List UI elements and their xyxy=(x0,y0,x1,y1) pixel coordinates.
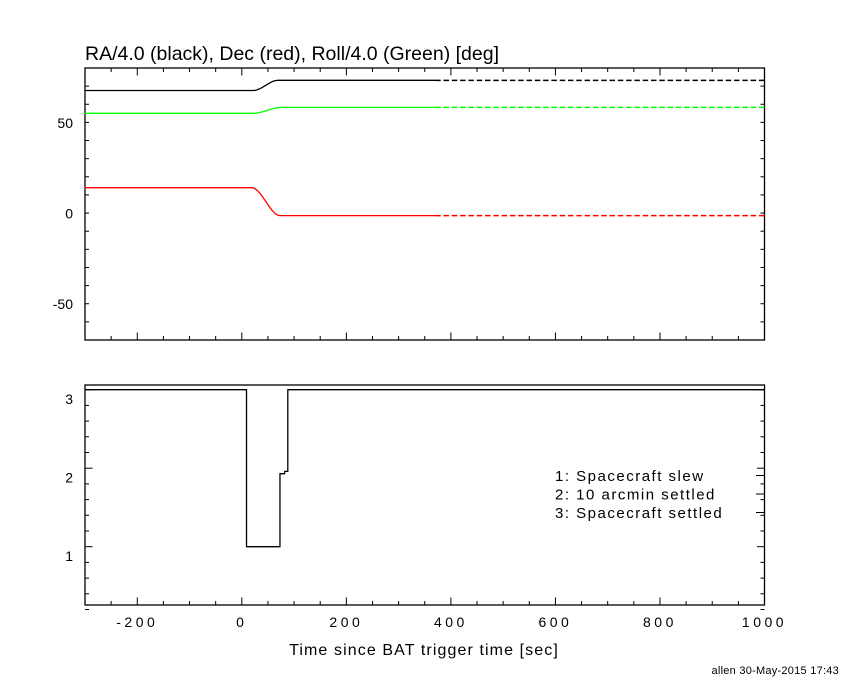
svg-text:3: Spacecraft settled: 3: Spacecraft settled xyxy=(555,505,723,522)
svg-text:1000: 1000 xyxy=(742,614,787,630)
svg-text:2: 2 xyxy=(65,470,73,486)
svg-text:allen 30-May-2015 17:43: allen 30-May-2015 17:43 xyxy=(712,665,839,677)
svg-text:-200: -200 xyxy=(116,614,158,630)
svg-text:0: 0 xyxy=(65,206,73,222)
svg-text:RA/4.0 (black), Dec (red), Rol: RA/4.0 (black), Dec (red), Roll/4.0 (Gre… xyxy=(85,43,499,65)
svg-text:800: 800 xyxy=(643,614,677,630)
svg-text:200: 200 xyxy=(329,614,363,630)
svg-text:1: Spacecraft slew: 1: Spacecraft slew xyxy=(555,468,705,485)
svg-text:400: 400 xyxy=(434,614,468,630)
svg-text:1: 1 xyxy=(65,548,73,564)
svg-text:-50: -50 xyxy=(53,296,73,312)
svg-text:50: 50 xyxy=(57,115,73,131)
svg-text:3: 3 xyxy=(65,391,73,407)
svg-text:Time since BAT trigger time [s: Time since BAT trigger time [sec] xyxy=(289,642,559,659)
svg-text:0: 0 xyxy=(236,614,247,630)
svg-text:600: 600 xyxy=(538,614,572,630)
svg-text:2: 10 arcmin settled: 2: 10 arcmin settled xyxy=(555,487,716,504)
